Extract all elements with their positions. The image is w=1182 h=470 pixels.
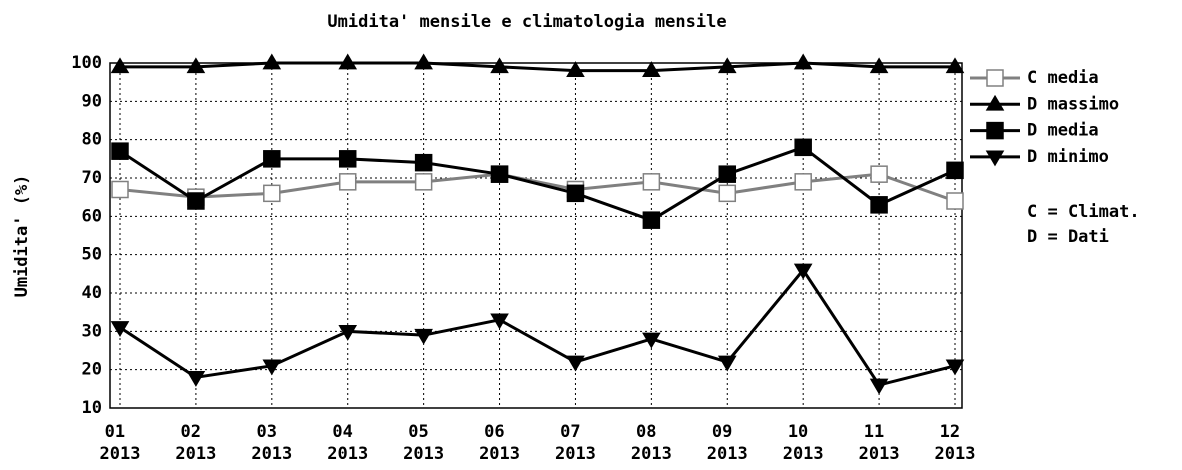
marker: [338, 173, 357, 191]
marker: [870, 165, 888, 183]
x-tick-label: 01 2013: [100, 422, 141, 464]
marker: [642, 332, 661, 349]
legend-marker: [986, 69, 1004, 87]
marker: [414, 53, 433, 70]
y-axis-label: Umidita' (%): [12, 175, 32, 298]
marker: [793, 53, 813, 70]
marker: [946, 192, 964, 210]
x-tick-label: 03 2013: [251, 422, 292, 464]
line: [119, 172, 956, 203]
y-tick-label: 90: [82, 91, 102, 111]
x-tick-label: 12 2013: [935, 422, 976, 464]
marker: [111, 142, 129, 160]
note: D = Dati: [1027, 227, 1109, 247]
y-tick-label: 10: [82, 398, 102, 418]
marker: [870, 196, 888, 214]
marker: [262, 53, 282, 70]
legend-marker: [985, 150, 1005, 167]
plot-frame: [109, 62, 963, 409]
legend-label: D massimo: [1027, 94, 1119, 114]
marker: [946, 161, 964, 180]
y-tick-label: 40: [82, 283, 102, 303]
line: [120, 61, 955, 73]
marker: [642, 173, 661, 191]
marker: [262, 359, 282, 376]
marker: [566, 355, 585, 372]
marker: [869, 378, 889, 395]
marker: [718, 184, 737, 203]
marker: [717, 355, 737, 372]
marker: [490, 165, 509, 183]
marker: [414, 173, 433, 191]
y-tick-label: 30: [82, 321, 102, 341]
legend-label: D minimo: [1027, 147, 1109, 167]
marker: [186, 370, 206, 387]
marker: [414, 328, 433, 345]
series: D minimo: [110, 147, 1109, 395]
series: D massimo: [110, 53, 1119, 114]
marker: [263, 150, 281, 168]
note: C = Climat.: [1027, 202, 1140, 222]
marker: [717, 57, 737, 74]
legend-marker: [985, 94, 1005, 111]
marker: [110, 57, 130, 74]
marker: [338, 150, 357, 168]
marker: [642, 211, 661, 229]
marker: [338, 324, 358, 341]
x-tick-label: 05 2013: [403, 422, 444, 464]
marker: [187, 192, 205, 210]
y-tick-label: 50: [82, 245, 102, 265]
x-tick-label: 06 2013: [479, 422, 520, 464]
legend-marker: [986, 121, 1004, 140]
marker: [642, 61, 661, 78]
line: [119, 267, 956, 387]
marker: [110, 321, 130, 337]
marker: [794, 173, 812, 191]
x-tick-label: 02 2013: [175, 422, 216, 464]
marker: [490, 57, 509, 74]
legend-label: C media: [1027, 68, 1099, 88]
marker: [794, 138, 812, 157]
marker: [566, 61, 585, 78]
chart-title: Umidita' mensile e climatologia mensile: [327, 12, 726, 32]
x-tick-label: 11 2013: [859, 422, 900, 464]
marker: [945, 359, 965, 376]
marker: [414, 153, 433, 172]
marker: [566, 184, 585, 203]
x-tick-label: 10 2013: [783, 422, 824, 464]
series: C media: [111, 68, 1099, 210]
line: [119, 145, 956, 222]
series: D media: [111, 121, 1099, 229]
marker: [338, 53, 358, 70]
x-tick-label: 08 2013: [631, 422, 672, 464]
x-tick-label: 07 2013: [555, 422, 596, 464]
marker: [718, 165, 737, 183]
marker: [793, 263, 813, 280]
marker: [263, 184, 281, 203]
legend-label: D media: [1027, 121, 1099, 141]
marker: [869, 57, 889, 74]
y-tick-label: 100: [71, 53, 102, 73]
marker: [111, 180, 129, 199]
y-tick-label: 60: [82, 206, 102, 226]
y-tick-label: 20: [82, 360, 102, 380]
x-tick-label: 09 2013: [707, 422, 748, 464]
x-tick-label: 04 2013: [327, 422, 368, 464]
marker: [490, 313, 509, 330]
y-tick-label: 70: [82, 168, 102, 188]
marker: [945, 57, 965, 74]
marker: [186, 57, 206, 74]
y-tick-label: 80: [82, 130, 102, 150]
